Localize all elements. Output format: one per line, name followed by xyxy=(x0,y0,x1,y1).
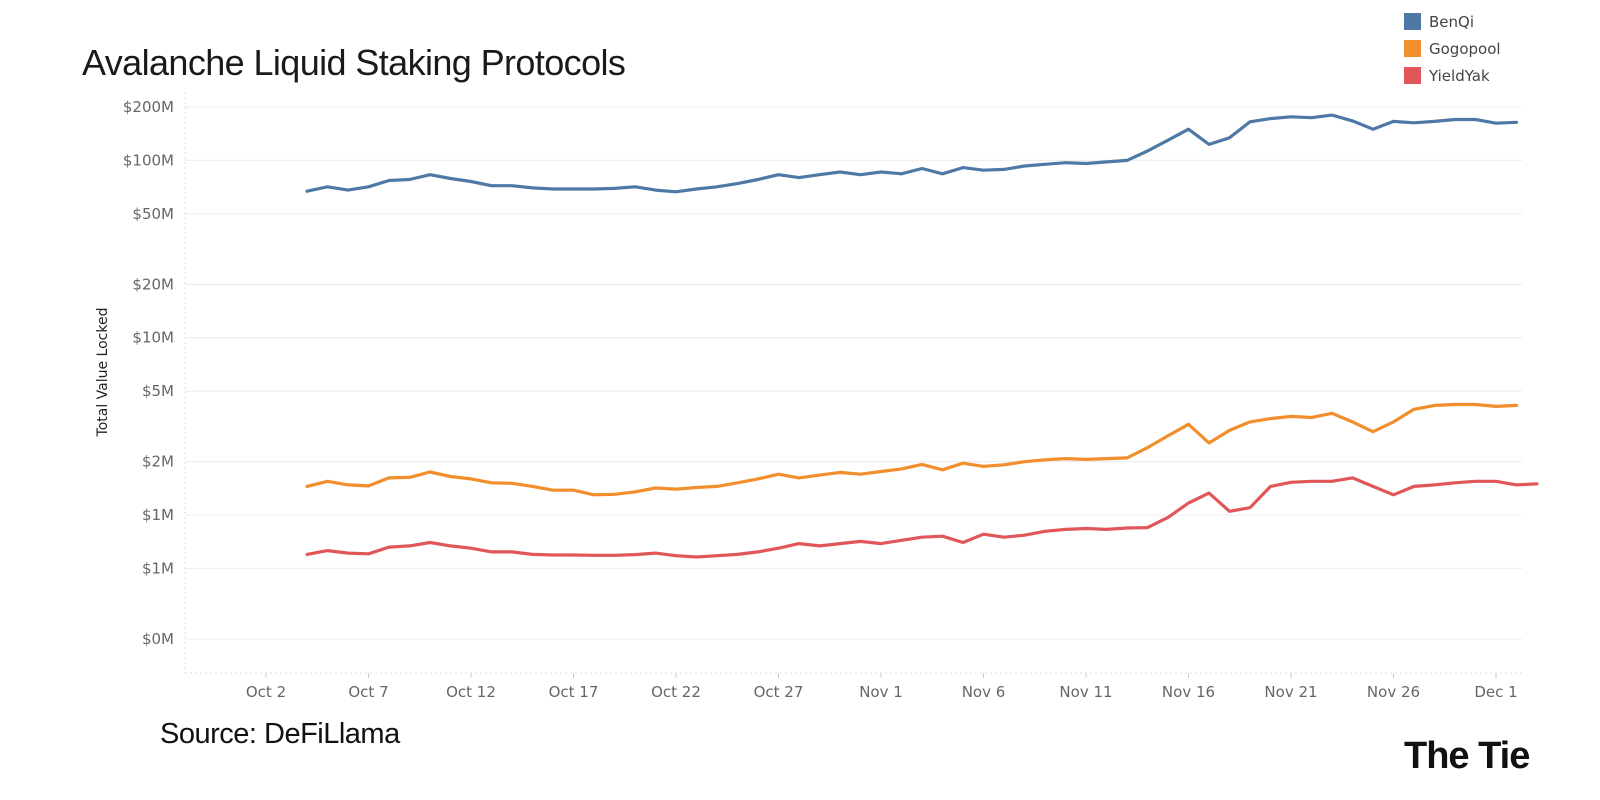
series-line-yieldyak[interactable] xyxy=(305,476,1539,559)
x-tick-label: Oct 17 xyxy=(549,683,599,701)
legend: BenQi Gogopool YieldYak xyxy=(1404,8,1501,89)
axes xyxy=(184,92,1522,674)
chart-title: Avalanche Liquid Staking Protocols xyxy=(82,42,626,83)
x-tick-label: Oct 12 xyxy=(446,683,496,701)
y-tick-label: $100M xyxy=(123,151,174,169)
legend-item-gogopool[interactable]: Gogopool xyxy=(1404,35,1501,62)
y-axis-ticks: $200M $100M $50M $20M $10M $5M $2M $1M $1M $0M xyxy=(123,98,174,648)
x-tick-label: Oct 7 xyxy=(348,683,388,701)
legend-label-benqi: BenQi xyxy=(1429,12,1474,31)
legend-label-yieldyak: YieldYak xyxy=(1429,66,1490,85)
legend-item-benqi[interactable]: BenQi xyxy=(1404,8,1501,35)
x-tick-label: Dec 1 xyxy=(1474,683,1517,701)
x-tick-label: Nov 21 xyxy=(1264,683,1317,701)
y-tick-label: $200M xyxy=(123,98,174,116)
brand-logo: The Tie xyxy=(1404,735,1530,777)
y-tick-label: $2M xyxy=(142,453,174,471)
y-tick-label: $20M xyxy=(132,275,174,293)
x-axis-ticks: Oct 2 Oct 7 Oct 12 Oct 17 Oct 22 Oct 27 Nov 1 N… xyxy=(246,673,1518,701)
y-tick-label: $1M xyxy=(142,506,174,524)
x-tick-label: Oct 22 xyxy=(651,683,701,701)
series-lines xyxy=(305,113,1539,559)
legend-swatch-yieldyak xyxy=(1404,67,1421,84)
legend-swatch-benqi xyxy=(1404,13,1421,30)
series-line-benqi[interactable] xyxy=(305,113,1519,194)
y-tick-label: $0M xyxy=(142,630,174,648)
x-tick-label: Nov 1 xyxy=(859,683,903,701)
y-axis-label: Total Value Locked xyxy=(95,308,111,438)
legend-swatch-gogopool xyxy=(1404,40,1421,57)
source-text: Source: DeFiLlama xyxy=(160,718,400,750)
y-tick-label: $1M xyxy=(142,559,174,577)
x-tick-label: Nov 26 xyxy=(1367,683,1420,701)
gridlines xyxy=(185,106,1522,640)
series-line-gogopool[interactable] xyxy=(305,402,1519,497)
y-tick-label: $50M xyxy=(132,205,174,223)
y-tick-label: $5M xyxy=(142,382,174,400)
legend-item-yieldyak[interactable]: YieldYak xyxy=(1404,62,1501,89)
x-tick-label: Nov 11 xyxy=(1059,683,1112,701)
x-tick-label: Oct 27 xyxy=(754,683,804,701)
y-tick-label: $10M xyxy=(132,329,174,347)
x-tick-label: Nov 16 xyxy=(1162,683,1215,701)
x-tick-label: Nov 6 xyxy=(962,683,1006,701)
x-tick-label: Oct 2 xyxy=(246,683,286,701)
legend-label-gogopool: Gogopool xyxy=(1429,39,1501,58)
